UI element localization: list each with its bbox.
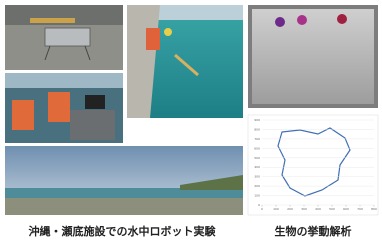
x-tick-label: 400 xyxy=(315,207,321,211)
y-tick-label: 100 xyxy=(254,194,260,198)
y-tick-label: 500 xyxy=(254,156,260,160)
x-tick-label: 100 xyxy=(273,207,279,211)
x-tick-label: 500 xyxy=(329,207,335,211)
y-tick-label: 900 xyxy=(254,118,260,122)
x-tick-label: 300 xyxy=(301,207,307,211)
x-tick-label: 0 xyxy=(261,207,263,211)
x-tick-label: 700 xyxy=(357,207,363,211)
y-tick-label: 600 xyxy=(254,146,260,150)
photo-tray xyxy=(248,5,378,108)
x-tick-label: 600 xyxy=(343,207,349,211)
y-tick-label: 300 xyxy=(254,175,260,179)
x-tick-label: 800 xyxy=(371,207,377,211)
y-tick-label: 400 xyxy=(254,165,260,169)
caption: 生物の挙動解析 xyxy=(275,224,352,238)
photo-pier xyxy=(127,5,243,118)
y-tick-label: 200 xyxy=(254,184,260,188)
photo-robot-deck xyxy=(5,5,123,70)
page: 0 100 200 300 400 500 600 700 800 900 0 100 200 300 40… xyxy=(0,0,382,246)
x-tick-label: 200 xyxy=(287,207,293,211)
y-tick-label: 0 xyxy=(258,203,260,207)
y-tick-label: 700 xyxy=(254,137,260,141)
y-tick-label: 800 xyxy=(254,127,260,131)
photo-operators xyxy=(5,73,123,143)
caption: 沖縄・瀬底施設での水中ロボット実験 xyxy=(29,224,217,238)
trajectory-plot: 0 100 200 300 400 500 600 700 800 900 0 100 200 300 40… xyxy=(248,115,378,215)
photo-coast xyxy=(5,146,243,215)
